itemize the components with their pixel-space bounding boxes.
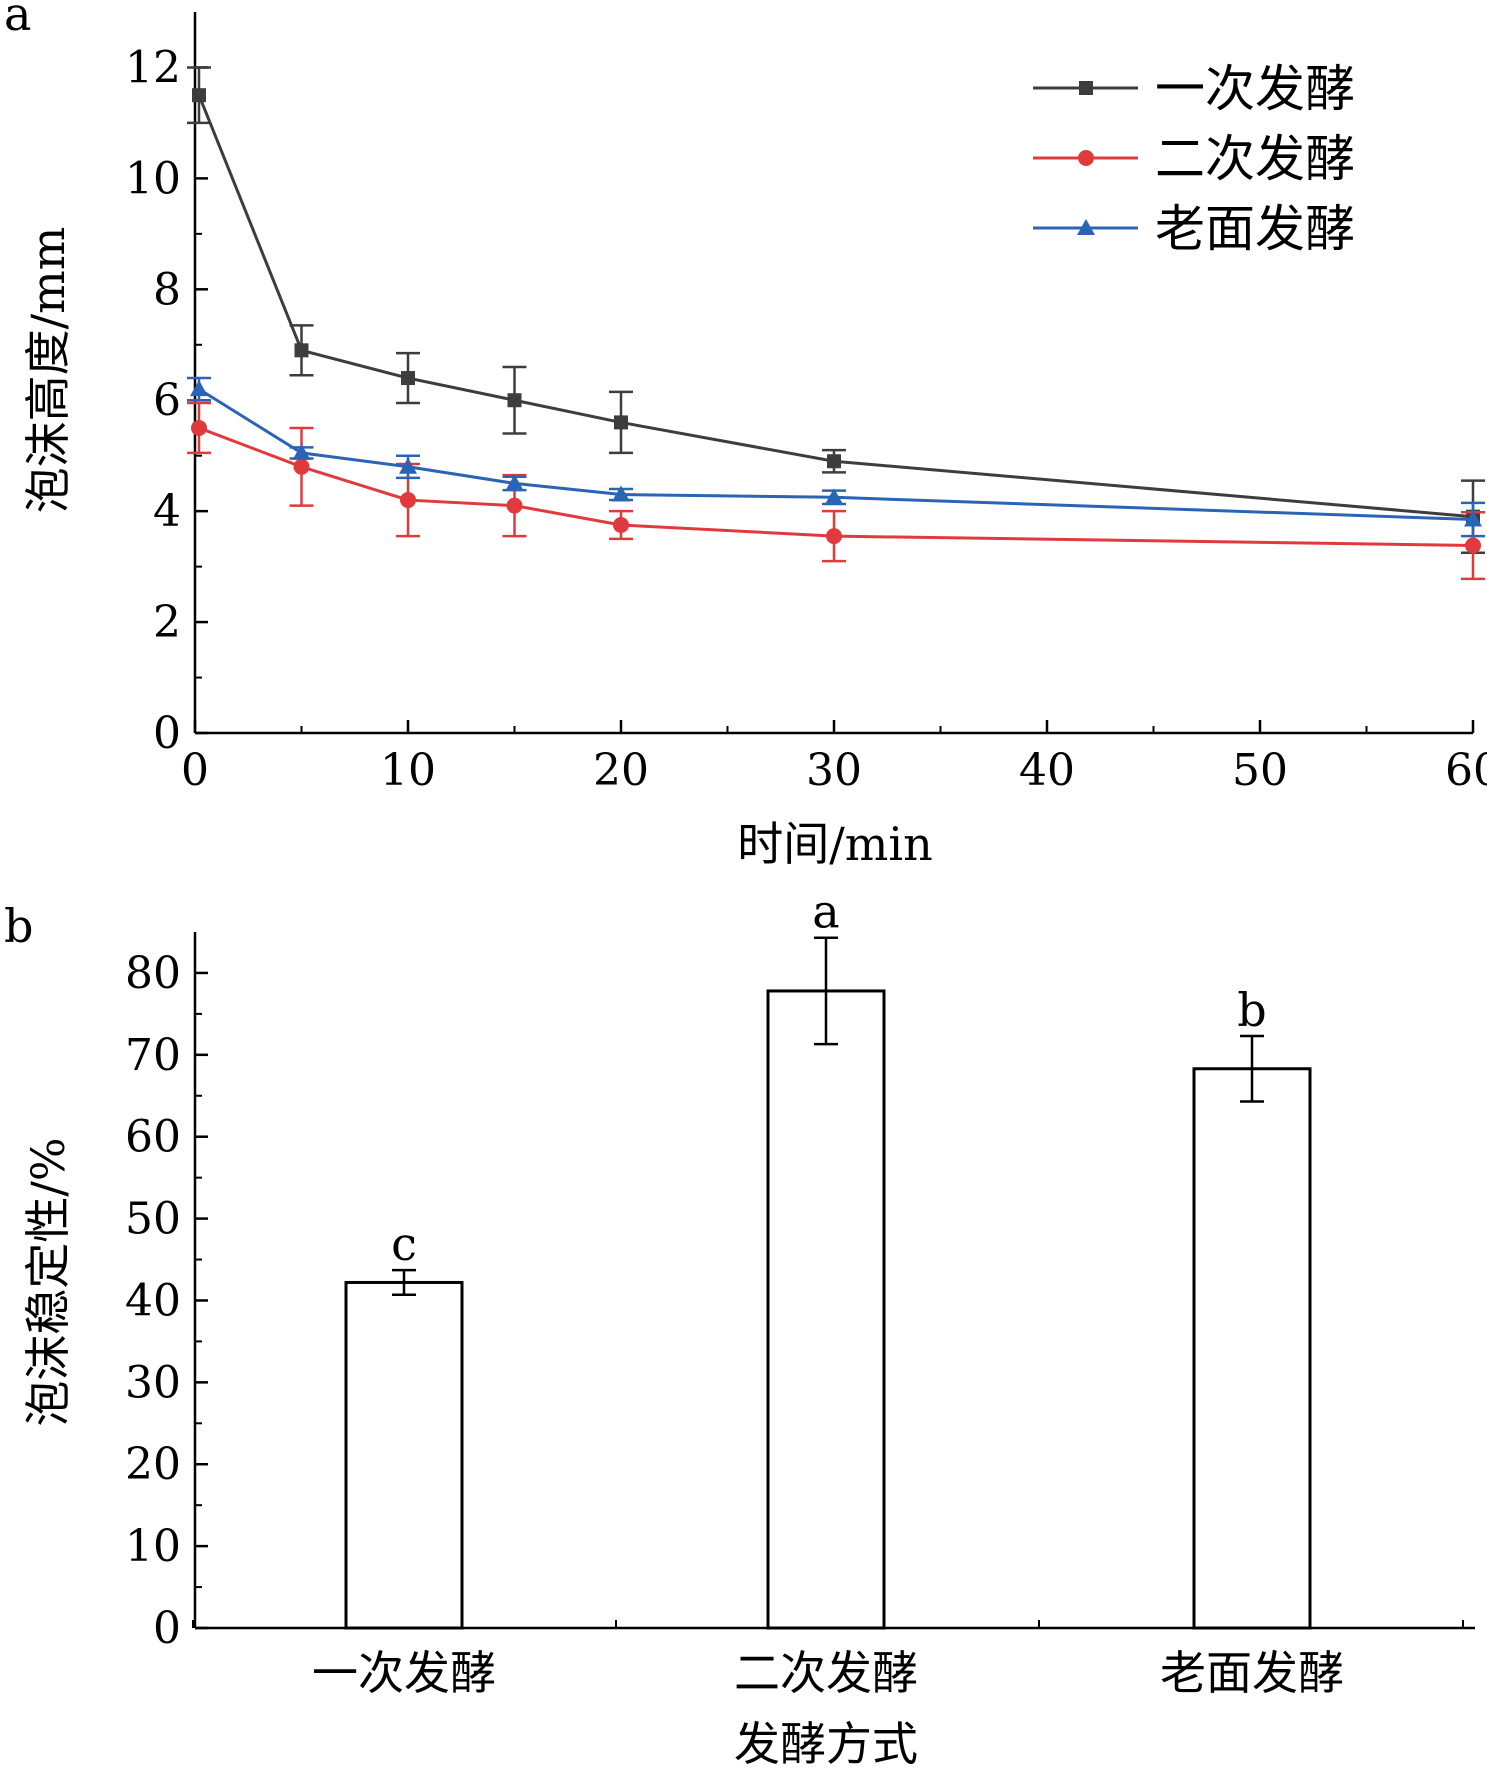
panel-b-y-tick-label: 60 xyxy=(125,1112,181,1163)
panel-a-label: a xyxy=(4,0,31,41)
panel-b-y-tick-label: 0 xyxy=(153,1603,181,1654)
data-point-circle xyxy=(293,458,310,475)
bar xyxy=(766,989,886,1630)
panel-b-y-tick-label: 20 xyxy=(125,1439,181,1490)
panel-a-y-tick-label: 4 xyxy=(153,486,181,537)
panel-a-x-tick-label: 0 xyxy=(181,745,209,796)
panel-a-y-tick-label: 2 xyxy=(153,597,181,648)
panel-b-y-tick-label: 50 xyxy=(125,1194,181,1245)
panel-b-bars: c 一次发酵 a 二次发酵 b 老面发酵 xyxy=(312,885,1344,1700)
legend-label: 一次发酵 xyxy=(1155,60,1355,118)
panel-b-x-axis-title: 发酵方式 xyxy=(734,1717,918,1771)
panel-a-x-tick-label: 40 xyxy=(1019,745,1075,796)
data-point-triangle xyxy=(292,443,311,460)
significance-letter: a xyxy=(812,885,839,939)
data-point-square xyxy=(1079,81,1093,95)
series-2 xyxy=(187,401,1485,581)
data-point-circle xyxy=(191,419,207,436)
series-line xyxy=(198,426,1474,548)
panel-a-x-tick-label: 30 xyxy=(806,745,862,796)
category-label: 二次发酵 xyxy=(734,1646,918,1700)
data-point-circle xyxy=(400,492,416,509)
bar xyxy=(344,1280,464,1630)
data-point-triangle xyxy=(505,474,524,491)
data-point-circle xyxy=(1078,150,1094,166)
panel-a-x-axis-title: 时间/min xyxy=(737,817,932,871)
data-point-square xyxy=(614,415,628,430)
panel-a-y-tick-label: 0 xyxy=(153,708,181,759)
panel-a-y-tick-label: 6 xyxy=(153,375,181,426)
data-point-square xyxy=(507,393,522,408)
significance-letter: c xyxy=(391,1217,417,1271)
bar xyxy=(1192,1067,1312,1630)
panel-a-y-tick-label: 12 xyxy=(125,42,181,93)
legend-label: 二次发酵 xyxy=(1155,130,1355,188)
data-point-square xyxy=(294,343,309,358)
data-point-circle xyxy=(826,528,842,545)
data-point-triangle xyxy=(1464,510,1482,527)
data-point-circle xyxy=(613,517,629,534)
panel-a-y-axis-title: 泡沫高度/mm xyxy=(21,227,75,514)
data-point-square xyxy=(827,454,841,469)
panel-b-y-tick-label: 80 xyxy=(125,948,181,999)
data-point-triangle xyxy=(612,485,630,502)
panel-a-axes: 0 2 4 6 8 10 12 0 10 20 30 40 50 60 xyxy=(125,12,1487,796)
data-point-triangle xyxy=(399,457,417,474)
category-label: 一次发酵 xyxy=(312,1646,496,1700)
panel-b-axes: 0 10 20 30 40 50 60 70 80 xyxy=(125,932,1475,1654)
series-3 xyxy=(187,376,1485,538)
data-point-triangle xyxy=(190,380,208,397)
panel-a-x-tick-label: 20 xyxy=(593,745,649,796)
panel-a-x-tick-label: 60 xyxy=(1445,745,1487,796)
panel-b-y-axis-title: 泡沫稳定性/% xyxy=(21,1137,75,1426)
panel-a-y-tick-label: 8 xyxy=(153,264,181,315)
panel-a-series xyxy=(187,66,1485,581)
data-point-square xyxy=(401,371,415,386)
panel-b-y-tick-label: 10 xyxy=(125,1521,181,1572)
category-label: 老面发酵 xyxy=(1160,1646,1344,1700)
panel-a-y-tick-label: 10 xyxy=(125,153,181,204)
legend-label: 老面发酵 xyxy=(1155,200,1355,258)
data-point-triangle xyxy=(1077,219,1095,235)
data-point-square xyxy=(192,88,206,103)
data-point-circle xyxy=(1465,537,1481,554)
panel-b-y-tick-label: 70 xyxy=(125,1030,181,1081)
panel-a-x-tick-label: 50 xyxy=(1232,745,1288,796)
panel-b-y-tick-label: 30 xyxy=(125,1357,181,1408)
panel-b-label: b xyxy=(4,899,33,953)
panel-b: b 0 10 20 30 40 50 60 70 80 c 一次发酵 a 二次发酵 b 老面发酵 发酵方式… xyxy=(4,885,1475,1771)
significance-letter: b xyxy=(1237,983,1266,1037)
data-point-circle xyxy=(506,497,523,514)
panel-b-y-tick-label: 40 xyxy=(125,1275,181,1326)
panel-a-x-tick-label: 10 xyxy=(380,745,436,796)
data-point-triangle xyxy=(825,488,843,505)
